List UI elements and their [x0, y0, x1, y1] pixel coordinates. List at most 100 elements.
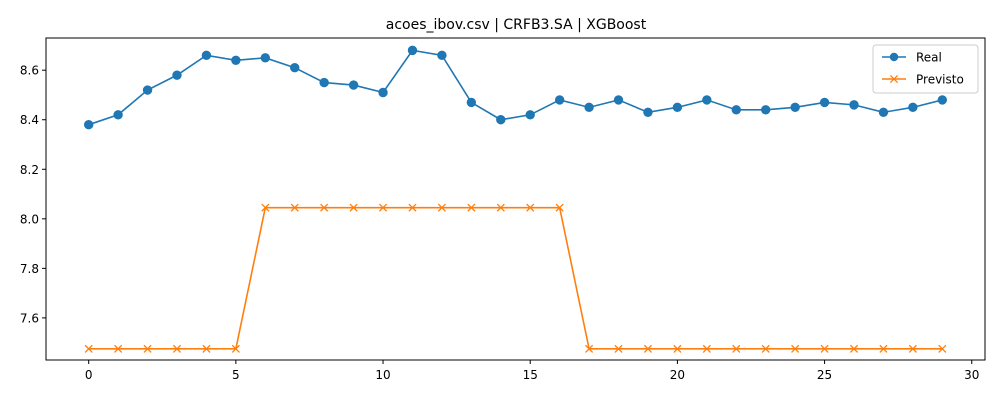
data-point: [496, 203, 505, 212]
x-marker-stroke: [791, 344, 800, 353]
x-marker-stroke: [408, 203, 417, 212]
x-marker-stroke: [467, 203, 476, 212]
chart-title: acoes_ibov.csv | CRFB3.SA | XGBoost: [386, 17, 647, 33]
x-marker-stroke: [732, 344, 741, 353]
x-marker-stroke: [526, 203, 535, 212]
legend-marker: [889, 74, 899, 84]
data-point: [643, 107, 653, 118]
data-point: [643, 344, 653, 353]
x-tick-label: 10: [375, 368, 390, 382]
data-point: [672, 102, 683, 113]
data-point: [673, 344, 682, 353]
data-point: [467, 203, 476, 212]
y-tick-label: 7.8: [20, 262, 39, 276]
data-point: [466, 97, 477, 108]
x-marker-stroke: [114, 344, 123, 353]
x-marker-stroke: [889, 74, 899, 84]
data-point: [261, 203, 270, 212]
data-point: [761, 344, 770, 353]
data-point: [554, 95, 565, 105]
y-tick-label: 8.0: [20, 212, 39, 226]
data-point: [290, 203, 299, 212]
x-marker-stroke: [702, 344, 711, 353]
data-point: [613, 95, 624, 105]
data-point: [437, 50, 447, 61]
data-point: [142, 85, 153, 95]
data-point: [320, 203, 329, 212]
data-point: [260, 53, 270, 63]
y-tick-label: 7.6: [20, 311, 39, 325]
x-tick-label: 5: [232, 368, 240, 382]
x-marker-stroke: [879, 344, 888, 353]
data-point: [555, 203, 564, 212]
x-marker-stroke: [202, 344, 211, 353]
x-marker-stroke: [849, 344, 859, 353]
data-point: [525, 110, 535, 120]
data-point: [201, 50, 212, 61]
x-marker-stroke: [172, 344, 182, 353]
data-point: [908, 102, 918, 113]
series-line-real: [88, 49, 943, 126]
legend-marker: [889, 52, 899, 62]
x-marker-stroke: [378, 203, 388, 212]
x-marker-stroke: [496, 203, 505, 212]
data-point: [113, 110, 123, 120]
x-marker-stroke: [84, 344, 93, 353]
data-point: [614, 344, 623, 353]
data-point: [231, 55, 241, 65]
plot-frame: [45, 37, 986, 361]
x-marker-stroke: [261, 203, 270, 212]
data-point: [231, 344, 240, 353]
plot-area: [83, 45, 948, 353]
data-point: [114, 344, 123, 353]
data-point: [938, 344, 947, 353]
data-point: [820, 344, 829, 353]
data-point: [437, 203, 446, 212]
data-point: [791, 344, 800, 353]
x-marker-stroke: [143, 344, 152, 353]
data-point: [849, 344, 859, 353]
data-point: [761, 105, 771, 115]
x-tick-label: 20: [670, 368, 685, 382]
x-marker-stroke: [585, 344, 594, 353]
data-point: [790, 102, 800, 113]
data-point: [819, 97, 830, 108]
data-point: [878, 107, 889, 118]
data-point: [172, 344, 182, 353]
data-point: [83, 119, 94, 130]
data-point: [879, 344, 888, 353]
data-point: [908, 344, 917, 353]
legend: Real Previsto: [872, 44, 979, 94]
y-tick-label: 8.2: [20, 163, 39, 177]
y-tick-label: 8.6: [20, 64, 39, 78]
data-point: [408, 203, 417, 212]
legend-label: Real: [916, 51, 942, 65]
data-point: [349, 203, 358, 212]
data-point: [143, 344, 152, 353]
data-point: [378, 87, 388, 98]
x-marker-stroke: [437, 203, 446, 212]
x-tick-label: 25: [817, 368, 832, 382]
data-point: [378, 203, 388, 212]
axes: 0 5 10 15 20 25 30 7.6 7.8 8.0 8.2 8.4 8.6: [20, 37, 986, 382]
data-point: [937, 95, 948, 105]
data-point: [319, 77, 329, 88]
data-point: [84, 344, 93, 353]
data-point: [731, 105, 741, 115]
data-point: [172, 70, 182, 80]
data-point: [496, 115, 506, 125]
x-marker-stroke: [673, 344, 682, 353]
x-marker-stroke: [614, 344, 623, 353]
data-point: [407, 45, 418, 56]
data-point: [702, 95, 712, 105]
data-point: [585, 344, 594, 353]
data-point: [702, 344, 711, 353]
x-marker-stroke: [908, 344, 917, 353]
y-tick-label: 8.4: [20, 113, 39, 127]
x-marker-stroke: [555, 203, 564, 212]
x-marker-stroke: [820, 344, 829, 353]
x-marker-stroke: [320, 203, 329, 212]
x-marker-stroke: [643, 344, 653, 353]
x-marker-stroke: [938, 344, 947, 353]
